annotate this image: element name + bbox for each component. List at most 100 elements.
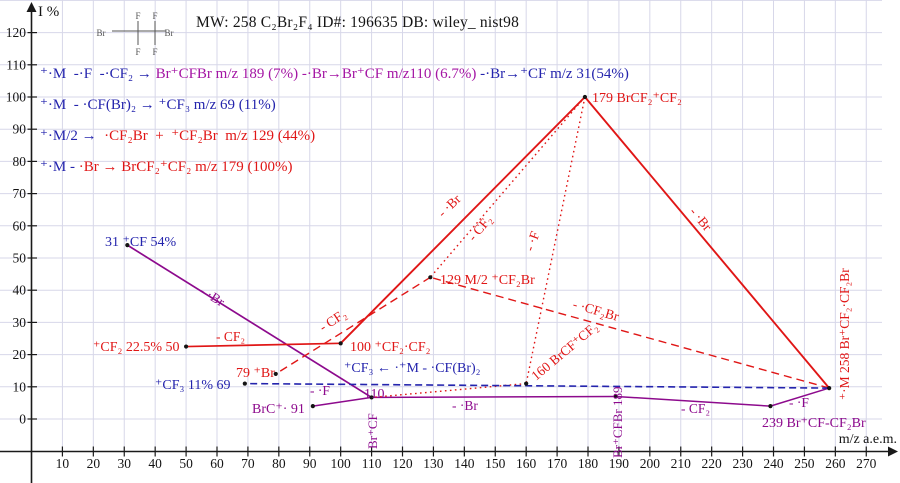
chart-label: 239 Br⁺CF-CF₂Br xyxy=(762,416,866,431)
x-tick-label: 180 xyxy=(578,456,599,471)
x-tick-label: 60 xyxy=(210,456,224,471)
structure-atom-label: Br xyxy=(165,28,174,38)
fragmentation-edge xyxy=(275,276,431,375)
chart-label: 100 ⁺CF₂·CF₂ xyxy=(350,340,431,355)
x-tick-label: 20 xyxy=(87,456,101,471)
fragmentation-edge xyxy=(525,96,586,384)
x-tick-label: 30 xyxy=(118,456,132,471)
y-tick-label: 110 xyxy=(6,57,26,72)
x-tick-label: 250 xyxy=(794,456,815,471)
structure-atom-label: F xyxy=(135,47,140,57)
chart-label: - ·Br xyxy=(452,398,478,413)
chart-label: ⁺CF₃ 11% 69 xyxy=(155,378,231,393)
chart-label: Br⁺CF xyxy=(365,413,380,449)
data-point-79 xyxy=(273,371,278,377)
x-tick-label: 90 xyxy=(303,456,317,471)
compound-info-title: MW: 258 C₂Br₂F₄ ID#: 196635 DB: wiley_ n… xyxy=(196,14,520,31)
chart-label: 160 BrCF⁺CF₂ xyxy=(528,319,600,383)
structure-atom-label: F xyxy=(152,47,157,57)
annotation-segment: ⁺·M - xyxy=(40,159,79,175)
annotation-segment: -·Br→⁺CF m/z 31(54%) xyxy=(480,66,629,82)
x-tick-label: 80 xyxy=(272,456,286,471)
y-tick-label: 30 xyxy=(13,315,27,330)
x-tick-label: 130 xyxy=(423,456,444,471)
chart-label: - ·CF₂Br xyxy=(571,296,621,324)
data-point-69 xyxy=(242,381,247,386)
x-tick-label: 140 xyxy=(454,456,475,471)
fragmentation-edge xyxy=(126,244,373,399)
chart-label: 79 ⁺Br xyxy=(236,366,275,381)
chart-label: ⁺CF₃ ← ·⁺M - ·CF(Br)₂ xyxy=(344,361,481,376)
y-tick-label: 0 xyxy=(19,412,26,427)
y-tick-label: 10 xyxy=(13,379,27,394)
x-tick-label: 40 xyxy=(148,456,162,471)
fragmentation-annotation-row: ⁺·M - ·CF(Br)₂ → ⁺CF₃ m/z 69 (11%) xyxy=(40,95,276,114)
fragmentation-edge xyxy=(186,342,341,348)
chart-label: ⁺·M 258 Br⁺CF₂·CF₂Br xyxy=(837,268,852,400)
chart-label: BrC⁺· 91 xyxy=(252,402,305,417)
data-point-110 xyxy=(369,395,374,400)
fragmentation-edge xyxy=(615,395,771,407)
chart-label: 31 ⁺CF 54% xyxy=(105,235,177,250)
chart-label: 179 BrCF₂⁺CF₂ xyxy=(592,91,682,106)
annotation-segment: ·CF₂Br + ⁺CF₂Br m/z 129 (44%) xyxy=(104,128,316,144)
x-tick-label: 70 xyxy=(241,456,255,471)
data-point-179 xyxy=(582,94,588,100)
chart-label: - ·F xyxy=(522,229,543,253)
data-point-50 xyxy=(183,344,189,349)
fragmentation-annotation-row: ⁺·M -·F -·CF₂ → Br⁺CFBr m/z 189 (7%) -·B… xyxy=(40,64,629,83)
x-tick-label: 160 xyxy=(516,456,537,471)
y-tick-label: 120 xyxy=(6,25,27,40)
y-tick-label: 80 xyxy=(13,154,27,169)
x-tick-label: 50 xyxy=(179,456,193,471)
y-tick-label: 70 xyxy=(13,186,27,201)
x-tick-label: 230 xyxy=(732,456,753,471)
x-tick-label: 260 xyxy=(825,456,846,471)
data-point-160 xyxy=(524,381,529,386)
annotation-segment: ⁺·M -·F -·CF₂ → xyxy=(40,66,156,82)
y-tick-label: 40 xyxy=(13,283,27,298)
structure-atom-label: F xyxy=(135,11,140,21)
y-axis-arrow-icon xyxy=(26,2,37,12)
data-point-189 xyxy=(613,394,618,399)
x-tick-label: 190 xyxy=(609,456,630,471)
fragmentation-edge xyxy=(371,395,616,399)
chart-label: 110 xyxy=(364,387,384,402)
annotation-segment: ⁺·M/2 → xyxy=(40,128,105,144)
chart-label: I % xyxy=(38,4,59,20)
chart-label: - ·Br xyxy=(435,191,464,220)
data-point-91 xyxy=(310,404,315,409)
data-point-31 xyxy=(125,243,130,248)
y-tick-label: 50 xyxy=(13,251,27,266)
data-point-258 xyxy=(827,385,832,391)
x-tick-label: 170 xyxy=(547,456,568,471)
x-tick-label: 200 xyxy=(640,456,661,471)
fragmentation-annotation-row: ⁺·M/2 → ·CF₂Br + ⁺CF₂Br m/z 129 (44%) xyxy=(40,126,315,145)
y-tick-label: 20 xyxy=(13,347,27,362)
structure-atom-label: Br xyxy=(97,28,106,38)
y-tick-label: 100 xyxy=(6,90,27,105)
structure-atom-label: F xyxy=(152,11,157,21)
chart-label: m/z a.e.m. xyxy=(839,432,897,447)
x-tick-label: 220 xyxy=(702,456,723,471)
annotation-segment: ⁺·M - ·CF(Br)₂ → ⁺CF₃ m/z 69 (11%) xyxy=(40,97,276,113)
x-axis-arrow-icon xyxy=(888,446,898,457)
data-point-239 xyxy=(768,404,773,409)
annotation-segment: ·Br → BrCF₂⁺CF₂ m/z 179 (100%) xyxy=(78,159,293,175)
chart-label: Br⁺CFBr 189 xyxy=(610,386,625,458)
x-tick-label: 240 xyxy=(763,456,784,471)
fragmentation-annotation-row: ⁺·M - ·Br → BrCF₂⁺CF₂ m/z 179 (100%) xyxy=(40,157,293,176)
chart-label: 129 M/2 ⁺CF₂Br xyxy=(440,273,535,288)
x-tick-label: 210 xyxy=(671,456,692,471)
fragmentation-edge xyxy=(430,276,830,389)
chart-label: - CF₂ xyxy=(465,212,495,244)
chart-label: ⁺CF₂ 22.5% 50 xyxy=(93,340,180,355)
fragmentation-edge xyxy=(312,396,372,407)
x-tick-label: 150 xyxy=(485,456,506,471)
x-tick-label: 10 xyxy=(56,456,70,471)
chart-label: - CF₂ xyxy=(216,329,245,344)
fragmentation-edge xyxy=(429,96,586,278)
chart-label: - CF₂ xyxy=(681,401,710,416)
